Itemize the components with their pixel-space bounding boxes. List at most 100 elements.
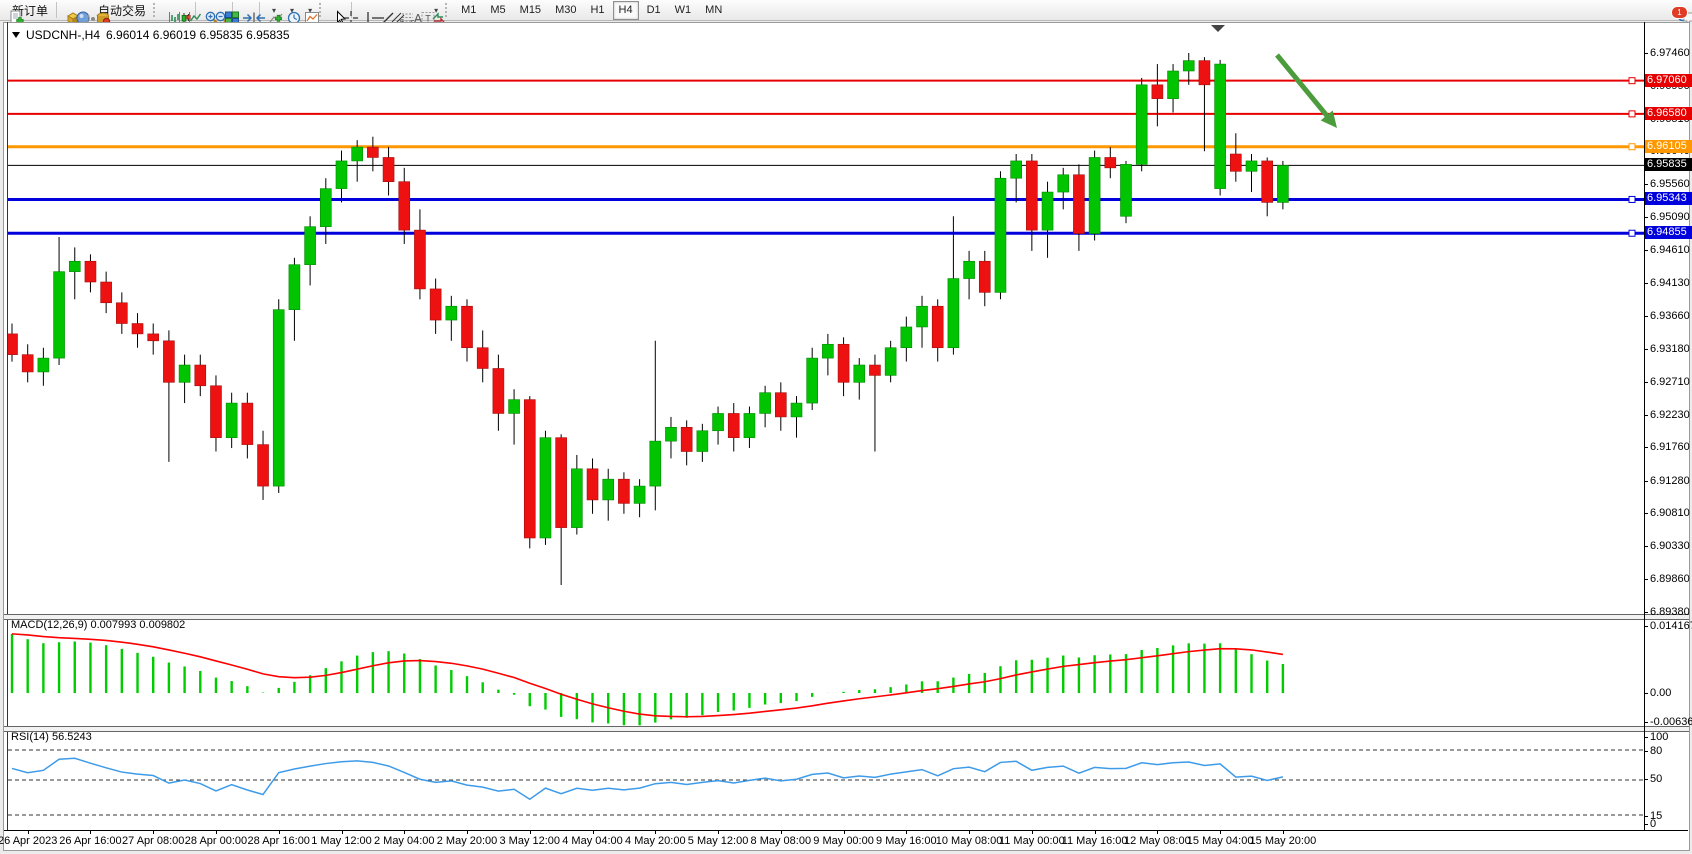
toolbar-separator (351, 2, 353, 18)
bar-chart-mode-button[interactable] (162, 0, 182, 24)
hline-handle[interactable] (1628, 229, 1636, 237)
candle (288, 264, 301, 310)
market-watch-button[interactable] (60, 0, 79, 25)
rsi-tick-label: 80 (1650, 745, 1663, 757)
price-tick-mark (1644, 250, 1648, 252)
hline-handle[interactable] (1628, 77, 1636, 85)
time-tick-label: 9 May 16:00 (876, 835, 937, 847)
timeframe-button-h1[interactable]: H1 (590, 4, 605, 16)
timeframe-button-m1[interactable]: M1 (461, 4, 477, 16)
pane-splitter[interactable] (4, 614, 1689, 620)
periods-button[interactable]: ▾ (281, 0, 301, 25)
timeframe-button-d1[interactable]: D1 (646, 4, 661, 16)
ohlc-dropdown-icon[interactable] (12, 32, 20, 38)
price-tick-mark (1644, 414, 1648, 416)
candle (461, 305, 473, 349)
text-tool-button[interactable]: A (405, 0, 422, 26)
rsi-tick-label: 15 (1650, 810, 1663, 822)
candle (178, 364, 191, 383)
macd-pane-canvas[interactable] (8, 619, 1644, 727)
price-tick-label: 6.93180 (1650, 343, 1690, 356)
timeframe-button-m30[interactable]: M30 (555, 4, 577, 16)
time-tick-mark (529, 830, 531, 834)
cursor-tool-button[interactable] (328, 0, 347, 25)
timeframe-button-h4[interactable]: H4 (612, 0, 639, 20)
timeframe-button-mn[interactable]: MN (705, 4, 723, 16)
metaeditor-button[interactable] (70, 0, 90, 25)
chart-title-row: USDCNH-,H4 6.96014 6.96019 6.95835 6.958… (12, 28, 290, 42)
zoom-in-button[interactable] (199, 0, 219, 25)
candle (743, 413, 756, 438)
time-tick-label: 1 May 12:00 (311, 835, 372, 847)
candle (304, 226, 316, 266)
macd-signal-line (11, 633, 1284, 718)
chart-shift-marker-icon[interactable] (1211, 25, 1225, 32)
candle (916, 305, 928, 328)
price-tick-label: 6.91760 (1650, 441, 1690, 454)
timeframe-button-m5[interactable]: M5 (490, 4, 506, 16)
price-tick-label: 6.95090 (1650, 210, 1690, 223)
candle (335, 160, 348, 189)
macd-label: MACD(12,26,9) 0.007993 0.009802 (11, 619, 186, 631)
indicators-button[interactable]: ▾ (263, 0, 283, 23)
time-tick-mark (27, 830, 29, 834)
svg-text:T: T (425, 14, 431, 24)
timeframe-button-m15[interactable]: M15 (519, 4, 542, 16)
candle (931, 305, 944, 349)
hline-handle[interactable] (1628, 110, 1636, 118)
candle (8, 333, 18, 355)
time-tick-label: 4 May 20:00 (625, 835, 686, 847)
candle (618, 478, 630, 504)
candle (476, 347, 489, 369)
rsi-pane-canvas[interactable] (8, 731, 1644, 830)
candle (1088, 157, 1101, 234)
price-line-label: 6.96105 (1645, 139, 1692, 153)
hline-handle[interactable] (1628, 195, 1636, 203)
time-tick-mark (90, 830, 92, 834)
time-tick-label: 4 May 04:00 (562, 835, 623, 847)
time-tick-mark (843, 830, 845, 834)
candle (272, 309, 285, 487)
annotation-arrow[interactable] (1275, 53, 1337, 128)
shapes-tool-button[interactable]: ▾ (425, 0, 445, 23)
autotrading-button[interactable]: 自动交易 (90, 0, 151, 26)
candle (1182, 60, 1195, 72)
time-tick-label: 15 May 04:00 (1186, 835, 1254, 847)
time-tick-label: 28 Apr 00:00 (184, 835, 248, 847)
price-tick-label: 6.94130 (1650, 277, 1690, 290)
candle (680, 426, 693, 452)
dropdown-caret-icon: ▾ (272, 5, 277, 15)
price-tick-label: 6.92710 (1650, 375, 1690, 388)
dropdown-caret-icon: ▾ (308, 5, 313, 15)
candle (147, 333, 160, 342)
time-tick-mark (969, 830, 971, 834)
time-tick-mark (906, 830, 908, 834)
candle (1261, 160, 1273, 203)
price-tick-mark (1644, 480, 1648, 482)
time-tick-label: 3 May 12:00 (499, 835, 561, 847)
horizontal-line-tool-button[interactable] (365, 0, 385, 21)
autotrading-label: 自动交易 (98, 3, 147, 18)
svg-text:A: A (414, 12, 422, 26)
price-tick-mark (1644, 184, 1648, 186)
candle (759, 392, 771, 414)
candle (445, 305, 458, 321)
macd-tick-mark (1644, 626, 1648, 627)
candle (1277, 165, 1289, 203)
timeframe-group: M1 M5 M15 M30 H1 H4 D1 W1 MN (454, 0, 729, 20)
price-tick-mark (1644, 578, 1648, 580)
macd-tick-mark (1644, 693, 1648, 694)
timeframe-button-w1[interactable]: W1 (674, 4, 692, 16)
time-tick-mark (467, 830, 469, 834)
chart-shift-button[interactable] (246, 0, 266, 24)
pane-splitter[interactable] (4, 726, 1689, 732)
time-axis-border (4, 830, 1688, 831)
candle (382, 157, 395, 182)
main-chart-canvas[interactable] (8, 25, 1644, 615)
macd-tick-label: 0.014167 (1650, 620, 1692, 632)
hline-handle[interactable] (1628, 143, 1636, 151)
trendline-tool-button[interactable] (375, 0, 394, 24)
dropdown-caret-icon: ▾ (434, 5, 439, 15)
new-order-button[interactable]: 新订单 (4, 0, 53, 25)
toolbar-separator (259, 2, 261, 18)
